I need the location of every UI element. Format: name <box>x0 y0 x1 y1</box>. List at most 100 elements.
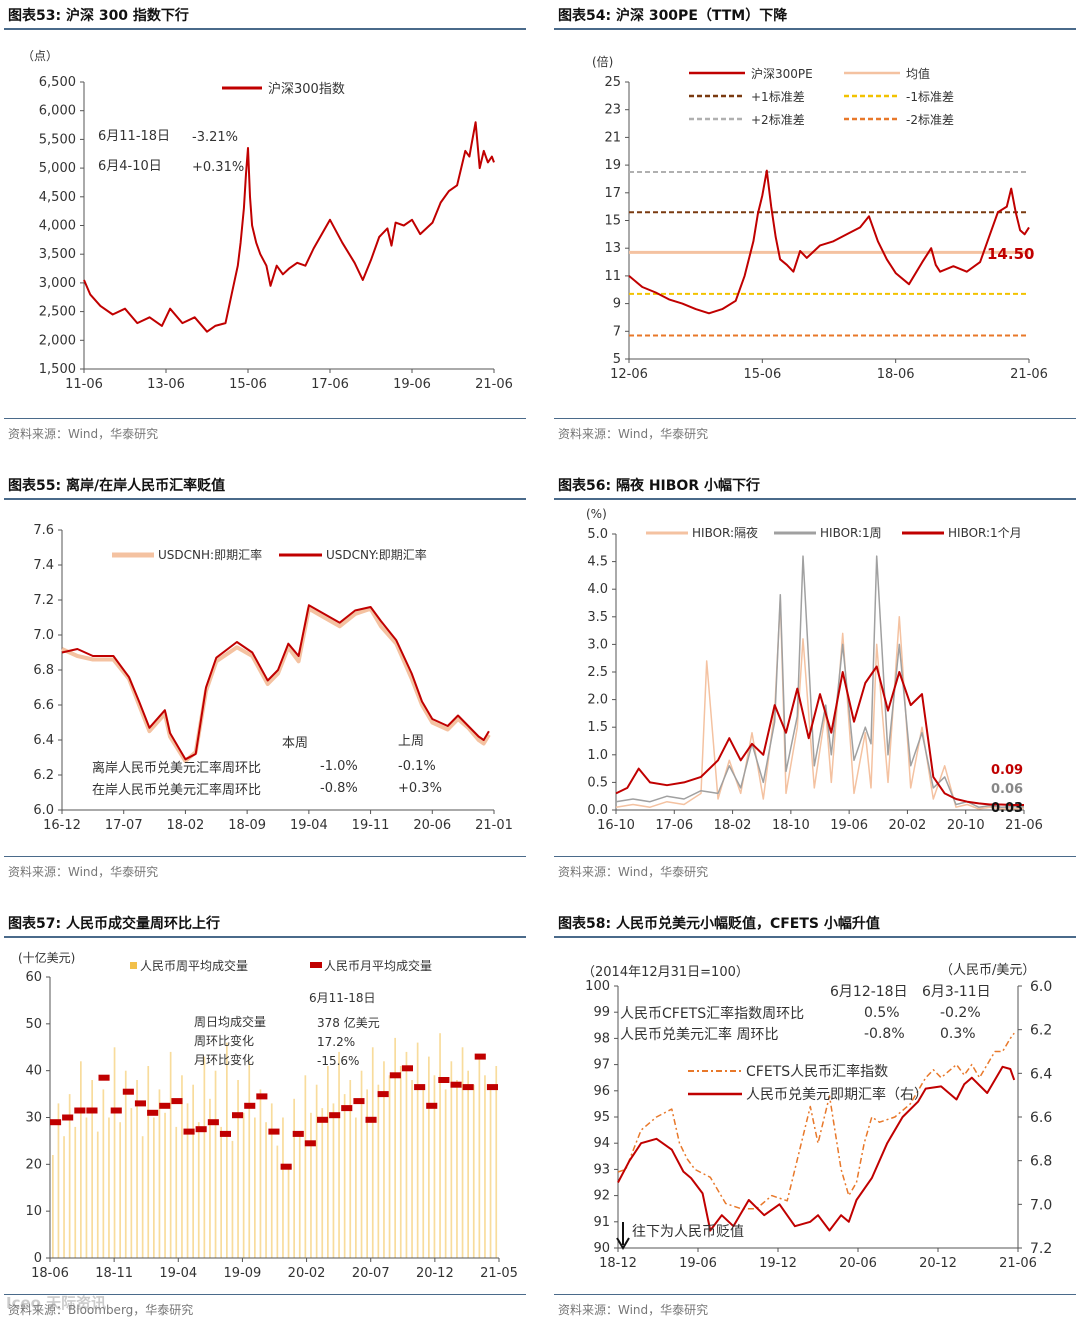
c57-xtick-label: 21-05 <box>480 1266 518 1281</box>
c55-ytick-label: 7.6 <box>33 523 54 538</box>
c57-weekly-bar <box>343 1094 346 1258</box>
c57-monthly-bar <box>462 1084 474 1091</box>
c57-weekly-bar <box>405 1051 408 1258</box>
c53-ytick-label: 5,000 <box>39 161 76 176</box>
c55-xtick-label: 16-12 <box>43 818 81 833</box>
c56-legend-label: HIBOR:1个月 <box>948 526 1022 540</box>
c57-weekly-bar <box>338 1051 340 1258</box>
c54-legend-label: 沪深300PE <box>751 67 813 81</box>
c57-weekly-bar <box>298 1131 301 1258</box>
chart-title-c58: 图表58: 人民币兑美元小幅贬值，CFETS 小幅升值 <box>554 912 1076 938</box>
c58-table-last: 0.3% <box>940 1026 976 1042</box>
c58-xtick-label: 19-06 <box>679 1256 717 1271</box>
c56-series-line <box>615 665 1024 806</box>
c53-legend-label: 沪深300指数 <box>268 81 345 97</box>
c55-xtick-label: 19-04 <box>290 818 328 833</box>
c53-annotation-label: 6月11-18日 <box>98 129 170 144</box>
c58-legend-label: 人民币兑美元即期汇率（右） <box>746 1086 928 1103</box>
c56-ytick-label: 0.0 <box>587 803 608 818</box>
chart-source-c53: 资料来源：Wind，华泰研究 <box>4 418 526 442</box>
c58-table-row-label: 人民币兑美元汇率 周环比 <box>620 1026 778 1043</box>
c57-monthly-bar <box>268 1128 280 1135</box>
chart-title-c54: 图表54: 沪深 300PE（TTM）下降 <box>554 4 1076 30</box>
c58-ytick-label: 90 <box>593 1241 610 1256</box>
c58-table-header: 6月12-18日 <box>830 984 908 1000</box>
c54-xtick-label: 15-06 <box>743 367 781 382</box>
c57-monthly-bar <box>329 1112 341 1119</box>
c58-xtick-label: 18-12 <box>599 1256 637 1271</box>
c57-unit: (十亿美元) <box>18 950 75 965</box>
c54-legend-label: +2标准差 <box>751 113 805 127</box>
c58-y2tick-label: 6.8 <box>1030 1154 1052 1170</box>
c56-ytick-label: 0.5 <box>587 775 608 790</box>
c57-monthly-bar <box>341 1105 353 1112</box>
c57-monthly-bar <box>50 1119 62 1126</box>
c57-weekly-bar <box>102 1089 105 1258</box>
c57-ytick-label: 30 <box>25 1111 42 1126</box>
c56-legend-label: HIBOR:1周 <box>820 526 882 540</box>
c58-y2tick-label: 6.4 <box>1030 1066 1052 1082</box>
c53-annotation-label: 6月4-10日 <box>98 159 162 174</box>
c56-ytick-label: 2.0 <box>587 693 608 708</box>
c57-monthly-bar <box>438 1077 450 1083</box>
panel-c53: 图表53: 沪深 300 指数下行 （点） 1,500 2,000 2,500 3,00… <box>4 4 526 444</box>
c57-annotation-label: 周日均成交量 <box>194 1014 266 1029</box>
c54-unit: (倍) <box>592 54 613 69</box>
c56-legend-label: HIBOR:隔夜 <box>692 525 758 540</box>
c57-weekly-bar <box>399 1066 402 1258</box>
c57-weekly-bar <box>80 1061 82 1258</box>
chart-source-c56: 资料来源：Wind，华泰研究 <box>554 856 1076 880</box>
c54-ytick-label: 21 <box>604 130 621 145</box>
c58-ytick-label: 97 <box>593 1058 610 1073</box>
c54-ytick-label: 23 <box>604 103 621 118</box>
c57-monthly-bar <box>450 1081 462 1088</box>
c56-ytick-label: 1.0 <box>587 748 608 763</box>
c56-xtick-label: 17-06 <box>655 818 693 833</box>
c57-monthly-bar <box>377 1091 389 1098</box>
c57-annotation-value: 378 亿美元 <box>317 1015 380 1030</box>
c57-monthly-bar <box>195 1126 207 1133</box>
c57-annotation-value: -15.6% <box>317 1054 359 1068</box>
c57-weekly-bar <box>321 1108 324 1258</box>
c56-unit: (%) <box>586 507 607 521</box>
c58-y2tick-label: 7.0 <box>1030 1197 1052 1213</box>
c53-ytick-label: 5,500 <box>39 132 76 147</box>
c57-monthly-bar <box>486 1084 498 1091</box>
c58-ytick-label: 91 <box>593 1215 610 1230</box>
c56-ytick-label: 4.0 <box>587 582 608 597</box>
c57-weekly-bar <box>265 1122 267 1258</box>
c58-series-line <box>617 1032 1015 1210</box>
c53-ytick-label: 1,500 <box>39 362 76 377</box>
c57-weekly-bar <box>282 1117 284 1258</box>
c57-weekly-bar <box>68 1094 71 1258</box>
c54-xtick-label: 18-06 <box>877 367 915 382</box>
c57-weekly-bar <box>74 1126 77 1258</box>
c55-ytick-label: 6.4 <box>33 733 54 748</box>
c57-weekly-bar <box>439 1033 441 1258</box>
c57-annotation-label: 月环比变化 <box>194 1052 254 1067</box>
chart-source-c58: 资料来源：Wind，华泰研究 <box>554 1294 1076 1318</box>
c58-xtick-label: 19-12 <box>759 1256 797 1271</box>
c57-weekly-bar <box>287 1164 290 1258</box>
c55-table-last: -0.1% <box>398 759 436 774</box>
c57-monthly-bar <box>317 1116 329 1123</box>
c56-end-label: 0.03 <box>991 801 1023 816</box>
chart-source-c57: 资料来源：Bloomberg，华泰研究 <box>4 1294 526 1318</box>
c57-monthly-bar <box>414 1084 426 1091</box>
c57-monthly-bar <box>232 1112 244 1119</box>
chart-title-c56: 图表56: 隔夜 HIBOR 小幅下行 <box>554 474 1076 500</box>
c57-ytick-label: 0 <box>34 1251 42 1266</box>
c53-ytick-label: 6,000 <box>39 104 76 119</box>
c57-weekly-bar <box>220 1126 222 1258</box>
c57-monthly-bar <box>171 1098 183 1105</box>
c57-weekly-bar <box>254 1117 256 1258</box>
c57-monthly-bar <box>401 1065 413 1072</box>
c57-monthly-bar <box>207 1119 219 1126</box>
c57-weekly-bar <box>371 1047 374 1259</box>
c58-right-unit: （人民币/美元） <box>940 963 1035 978</box>
c57-weekly-bar <box>349 1080 352 1258</box>
chart-title-c57: 图表57: 人民币成交量周环比上行 <box>4 912 526 938</box>
c57-weekly-bar <box>377 1084 380 1258</box>
c57-ytick-label: 40 <box>25 1064 42 1079</box>
c57-weekly-bar <box>310 1112 312 1258</box>
